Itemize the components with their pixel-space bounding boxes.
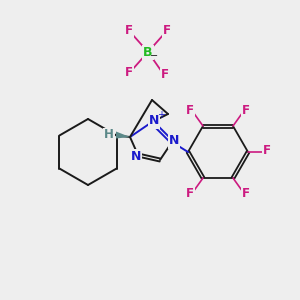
- Text: N: N: [169, 134, 179, 148]
- Text: F: F: [163, 25, 171, 38]
- Text: F: F: [125, 25, 133, 38]
- Text: F: F: [186, 188, 194, 200]
- Text: F: F: [263, 143, 271, 157]
- Polygon shape: [116, 131, 130, 139]
- Text: N: N: [131, 149, 141, 163]
- Text: F: F: [242, 188, 250, 200]
- Text: N: N: [149, 115, 159, 128]
- Text: −: −: [150, 51, 158, 61]
- Text: F: F: [161, 68, 169, 82]
- Text: H: H: [104, 128, 114, 142]
- Text: +: +: [157, 110, 165, 120]
- Text: F: F: [125, 67, 133, 80]
- Text: B: B: [143, 46, 153, 59]
- Text: F: F: [242, 103, 250, 116]
- Text: F: F: [186, 103, 194, 116]
